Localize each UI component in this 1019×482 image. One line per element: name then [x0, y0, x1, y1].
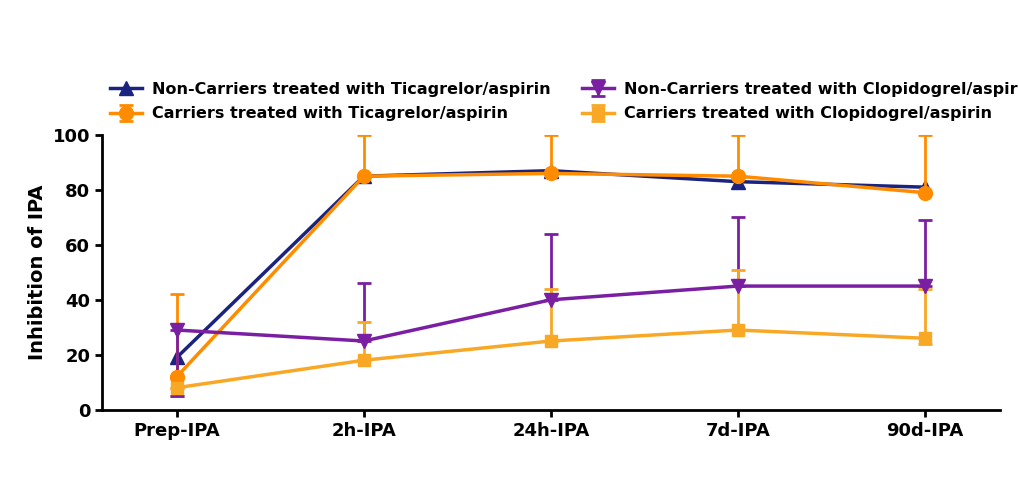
Non-Carriers treated with Ticagrelor/aspirin — [358, 174, 370, 179]
Non-Carriers treated with Ticagrelor/aspirin — [918, 184, 930, 190]
Non-Carriers treated with Ticagrelor/aspirin — [170, 355, 182, 361]
Line: Non-Carriers treated with Ticagrelor/aspirin: Non-Carriers treated with Ticagrelor/asp… — [170, 164, 930, 364]
Legend: Non-Carriers treated with Ticagrelor/aspirin, Carriers treated with Ticagrelor/a: Non-Carriers treated with Ticagrelor/asp… — [110, 82, 1019, 121]
Y-axis label: Inhibition of IPA: Inhibition of IPA — [29, 185, 47, 360]
Non-Carriers treated with Ticagrelor/aspirin — [731, 179, 743, 185]
Non-Carriers treated with Ticagrelor/aspirin — [544, 168, 556, 174]
